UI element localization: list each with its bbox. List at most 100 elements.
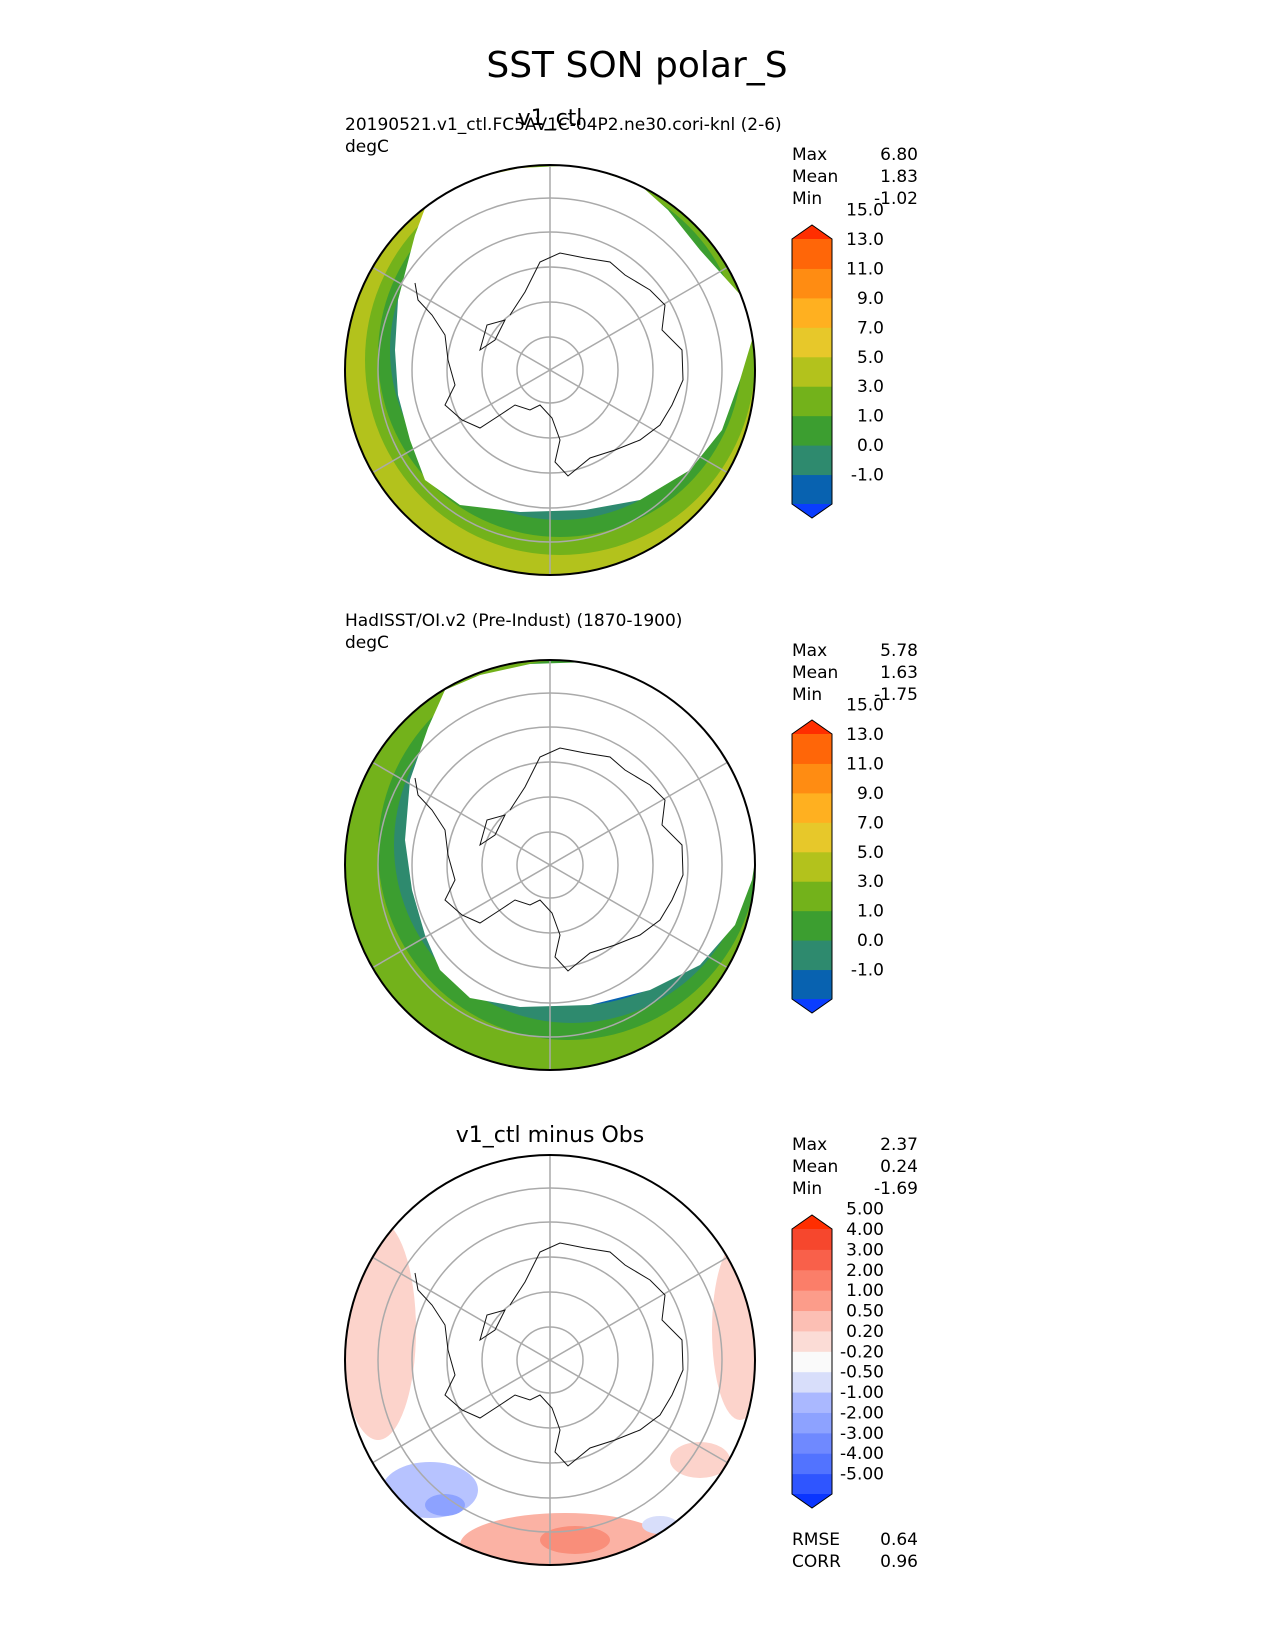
panel-1-coastline bbox=[414, 252, 684, 477]
colorbar-outline bbox=[791, 224, 833, 519]
panel-3-cool-anomaly-core bbox=[425, 1494, 465, 1516]
colorbar-segment bbox=[792, 356, 832, 387]
panel-3-stats: Max Mean Min 2.37 0.24 -1.69 bbox=[792, 1135, 918, 1199]
colorbar-tick-label: 5.0 bbox=[857, 348, 884, 368]
panel-2-units: degC bbox=[345, 633, 389, 653]
stat-min-value: -1.69 bbox=[874, 1179, 918, 1199]
colorbar-segment bbox=[792, 1453, 832, 1475]
colorbar-tick-label: 11.0 bbox=[846, 259, 884, 279]
colorbar-segment bbox=[792, 881, 832, 912]
panel-3-title: v1_ctl minus Obs bbox=[456, 1123, 644, 1148]
colorbar-segment bbox=[792, 734, 832, 764]
colorbar-tick-label: 3.0 bbox=[857, 872, 884, 892]
stat-mean-label: Mean bbox=[792, 1157, 838, 1177]
colorbar-outline bbox=[791, 1214, 833, 1509]
colorbar-segment bbox=[792, 445, 832, 476]
colorbar-tick-label: -1.0 bbox=[851, 466, 884, 486]
colorbar-segment bbox=[792, 268, 832, 299]
colorbar-tick-label: 0.0 bbox=[857, 931, 884, 951]
colorbar-segment bbox=[792, 415, 832, 446]
colorbar-tick-label: 1.0 bbox=[857, 407, 884, 427]
colorbar-segment bbox=[792, 763, 832, 794]
corr-value: 0.96 bbox=[880, 1552, 918, 1572]
colorbar-tick-label: -0.20 bbox=[840, 1342, 884, 1362]
colorbar-segment bbox=[792, 1290, 832, 1312]
panel-1-stats: Max Mean Min 6.80 1.83 -1.02 bbox=[792, 145, 918, 209]
colorbar-segment bbox=[792, 297, 832, 328]
colorbar-segment bbox=[792, 851, 832, 882]
colorbar-tick-label: 3.0 bbox=[857, 377, 884, 397]
colorbar-extend-max bbox=[792, 720, 832, 734]
colorbar-extend-min bbox=[792, 999, 832, 1013]
colorbar-segment bbox=[792, 1371, 832, 1393]
stat-mean-value: 0.24 bbox=[880, 1157, 918, 1177]
panel-3-graticule bbox=[371, 1155, 729, 1565]
colorbar-tick-label: 5.0 bbox=[857, 843, 884, 863]
panel-2-map-border bbox=[344, 659, 756, 1071]
panel-2-graticule bbox=[371, 660, 729, 1070]
colorbar-segment bbox=[792, 940, 832, 971]
colorbar-segment bbox=[792, 1249, 832, 1271]
panel-2-colorbar: -1.0 0.0 1.0 3.0 5.0 7.0 9.0 11.0 13.0 15.0 bbox=[791, 696, 884, 1014]
colorbar-tick-label: -3.00 bbox=[840, 1424, 884, 1444]
figure-title: SST SON polar_S bbox=[486, 45, 787, 86]
colorbar-tick-label: 13.0 bbox=[846, 230, 884, 250]
colorbar-segment bbox=[792, 1330, 832, 1352]
colorbar-tick-label: -4.00 bbox=[840, 1444, 884, 1464]
colorbar-tick-label: 1.00 bbox=[846, 1281, 884, 1301]
colorbar-segment bbox=[792, 1412, 832, 1434]
panel-reference: HadISST/OI.v2 (Pre-Indust) (1870-1900) d… bbox=[344, 611, 918, 1071]
stat-min-value: -1.02 bbox=[874, 189, 918, 209]
colorbar-tick-label: 13.0 bbox=[846, 725, 884, 745]
colorbar-tick-label: 9.0 bbox=[857, 784, 884, 804]
colorbar-tick-label: 7.0 bbox=[857, 318, 884, 338]
stat-mean-label: Mean bbox=[792, 663, 838, 683]
colorbar-tick-label: 9.0 bbox=[857, 289, 884, 309]
stat-max-label: Max bbox=[792, 1135, 827, 1155]
stat-max-value: 2.37 bbox=[880, 1135, 918, 1155]
stat-mean-label: Mean bbox=[792, 167, 838, 187]
panel-3-map bbox=[345, 1155, 755, 1565]
colorbar-segment bbox=[792, 239, 832, 269]
colorbar-segment bbox=[792, 822, 832, 853]
colorbar-segment bbox=[792, 1473, 832, 1495]
stat-min-label: Min bbox=[792, 685, 822, 705]
colorbar-tick-label: 3.00 bbox=[846, 1240, 884, 1260]
rmse-value: 0.64 bbox=[880, 1530, 918, 1550]
colorbar-segment bbox=[792, 1269, 832, 1291]
colorbar-tick-label: 7.0 bbox=[857, 813, 884, 833]
colorbar-tick-label: -1.0 bbox=[851, 961, 884, 981]
rmse-label: RMSE bbox=[792, 1530, 840, 1550]
colorbar-segment bbox=[792, 386, 832, 417]
colorbar-extend-min bbox=[792, 1494, 832, 1508]
panel-3-coastline bbox=[414, 1242, 684, 1467]
colorbar-tick-label: 2.00 bbox=[846, 1261, 884, 1281]
stat-max-label: Max bbox=[792, 641, 827, 661]
panel-3-warm-anomaly-se bbox=[670, 1442, 730, 1478]
colorbar-tick-label: 11.0 bbox=[846, 754, 884, 774]
panel-1-map-border bbox=[344, 164, 756, 576]
colorbar-tick-label: 1.0 bbox=[857, 902, 884, 922]
panel-1-colorbar: -1.0 0.0 1.0 3.0 5.0 7.0 9.0 11.0 13.0 15.0 bbox=[791, 201, 884, 519]
colorbar-segment bbox=[792, 327, 832, 358]
colorbar-segment bbox=[792, 1392, 832, 1413]
panel-3-warm-anomaly-core bbox=[540, 1526, 610, 1554]
corr-label: CORR bbox=[792, 1552, 841, 1572]
panel-1-graticule bbox=[371, 165, 729, 575]
colorbar-tick-label: -5.00 bbox=[840, 1465, 884, 1485]
colorbar-extend-max bbox=[792, 1215, 832, 1229]
colorbar-tick-label: 0.20 bbox=[846, 1322, 884, 1342]
colorbar-tick-label: 0.50 bbox=[846, 1302, 884, 1322]
colorbar-segment bbox=[792, 969, 832, 1000]
stat-mean-value: 1.63 bbox=[880, 663, 918, 683]
stat-min-label: Min bbox=[792, 189, 822, 209]
panel-3-colorbar: -5.00-4.00-3.00-2.00-1.00-0.50-0.200.200… bbox=[791, 1200, 884, 1509]
stat-min-value: -1.75 bbox=[874, 685, 918, 705]
panel-2-stats: Max Mean Min 5.78 1.63 -1.75 bbox=[792, 641, 918, 705]
panel-3-metrics: RMSE CORR 0.64 0.96 bbox=[792, 1530, 918, 1572]
colorbar-segment bbox=[792, 1432, 832, 1454]
colorbar-tick-label: -2.00 bbox=[840, 1403, 884, 1423]
colorbar-tick-label: 15.0 bbox=[846, 201, 884, 221]
panel-3-map-border bbox=[344, 1154, 756, 1566]
